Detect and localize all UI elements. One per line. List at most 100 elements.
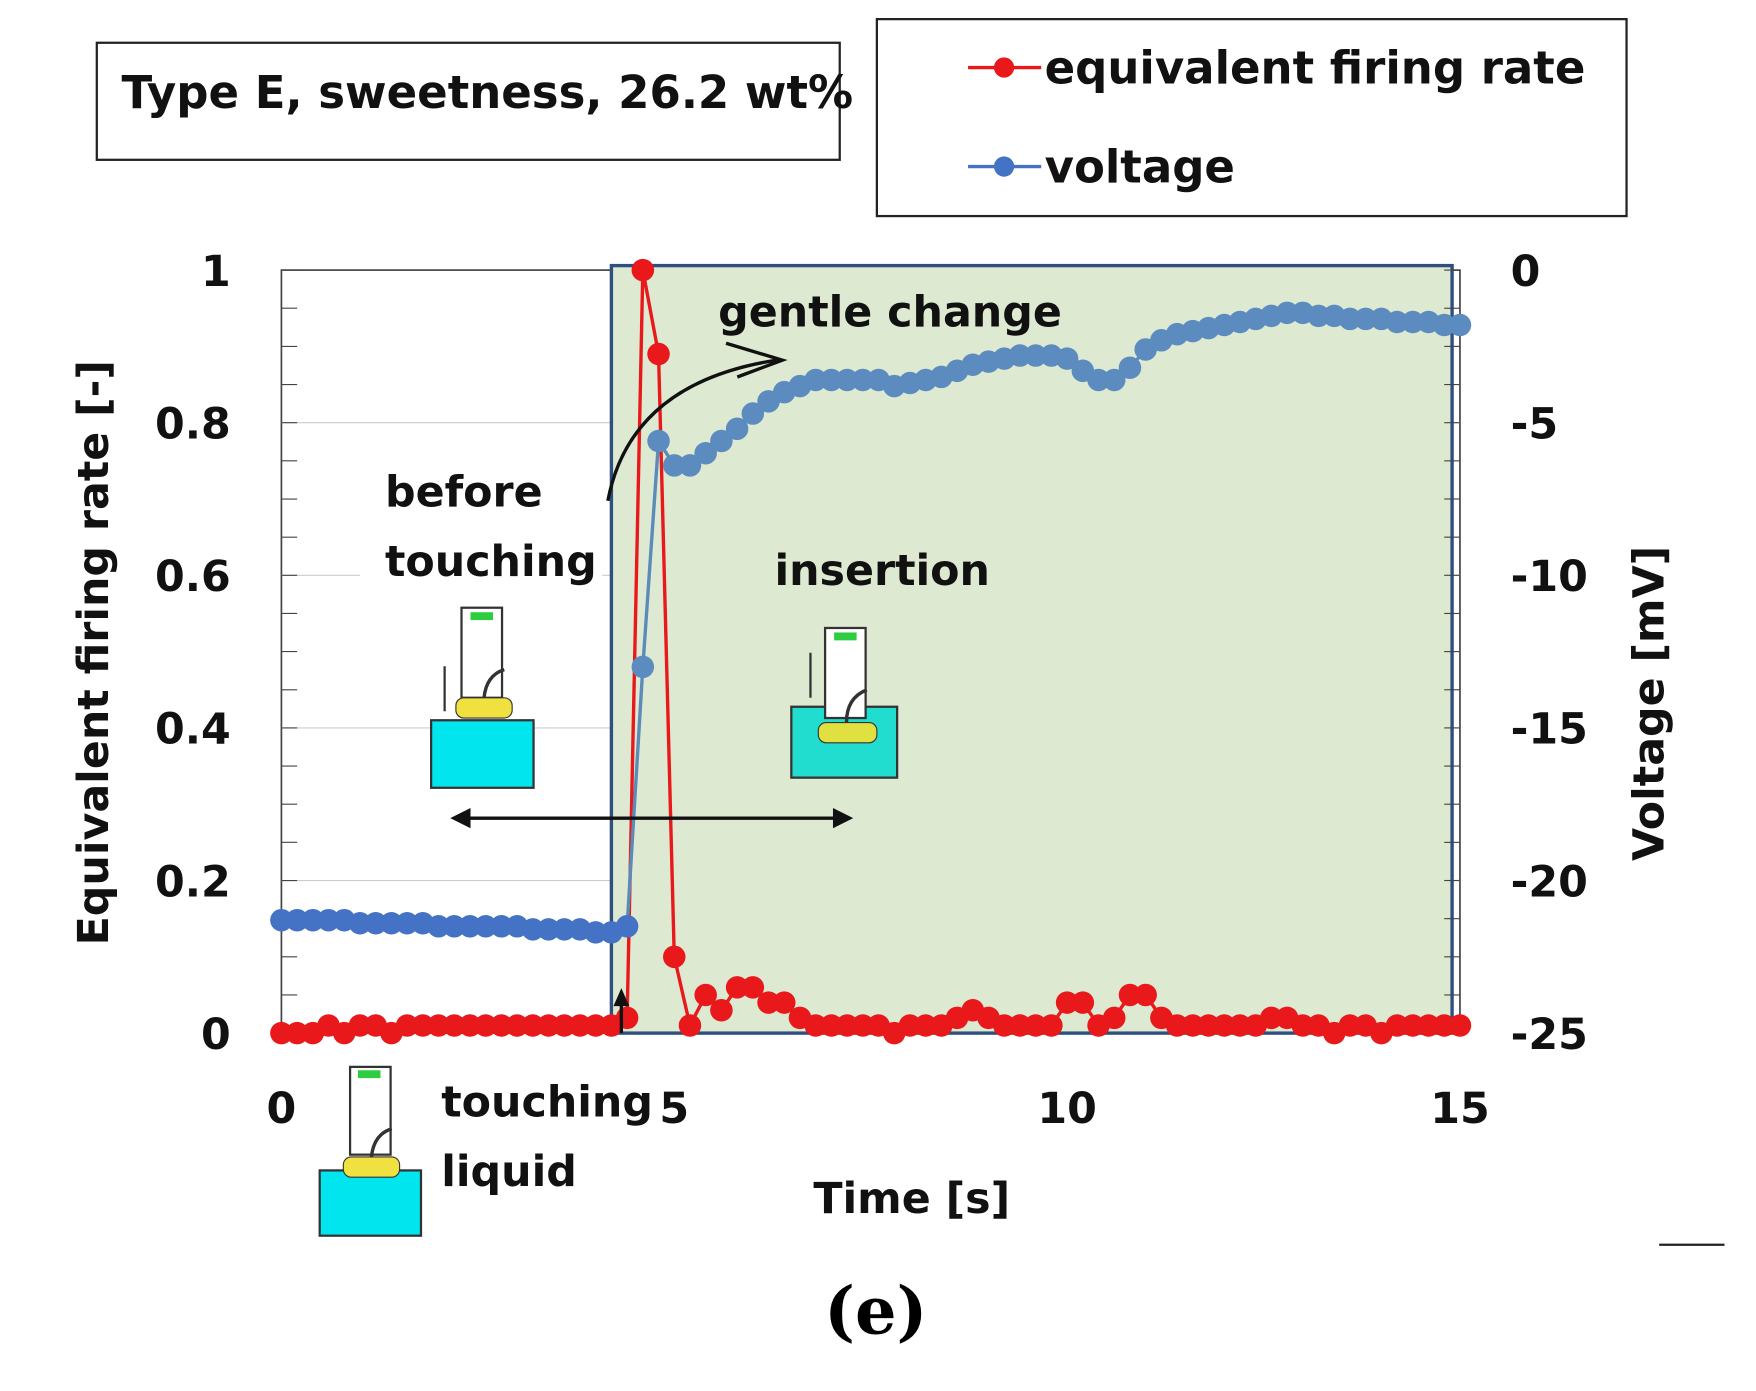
firing-rate-point <box>741 976 765 999</box>
y-left-tick-label: 0.4 <box>155 705 231 755</box>
firing-rate-point <box>1212 1014 1236 1037</box>
chart-title: Type E, sweetness, 26.2 wt% <box>122 66 854 119</box>
voltage-point <box>741 402 765 425</box>
firing-rate-point <box>1134 983 1157 1007</box>
voltage-point <box>490 915 513 938</box>
voltage-point <box>521 918 545 941</box>
voltage-point <box>1385 310 1409 334</box>
y-left-axis-label: Equivalent firing rate [-] <box>69 360 119 945</box>
x-tick-label: 0 <box>267 1084 297 1134</box>
voltage-point <box>804 368 827 392</box>
firing-rate-point <box>1118 983 1142 1007</box>
y-right-tick-label: -20 <box>1511 857 1588 907</box>
gentle-change-arrowhead <box>725 341 788 379</box>
firing-rate-point <box>1102 1006 1126 1030</box>
firing-rate-point <box>1228 1014 1252 1037</box>
voltage-point <box>458 915 482 938</box>
annotation-touching-bottom: touching <box>441 1077 653 1127</box>
voltage-point <box>835 368 859 392</box>
voltage-point <box>678 454 702 477</box>
firing-rate-point <box>1432 1014 1456 1037</box>
y-right-axis-label: Voltage [mV] <box>1625 546 1675 861</box>
firing-rate-point <box>663 945 686 969</box>
voltage-point <box>1102 368 1126 392</box>
firing-rate-point <box>725 976 749 999</box>
firing-rate-point <box>395 1014 419 1037</box>
firing-rate-point <box>1181 1014 1205 1037</box>
x-axis-label: Time [s] <box>813 1174 1010 1224</box>
voltage-point <box>1118 356 1142 380</box>
voltage-point <box>584 921 607 944</box>
voltage-point <box>820 368 843 392</box>
firing-rate-point <box>1260 1006 1283 1030</box>
firing-rate-point <box>443 1014 466 1037</box>
firing-rate-point <box>458 1014 482 1037</box>
voltage-point <box>1055 347 1079 370</box>
voltage-point <box>474 915 497 938</box>
voltage-point <box>380 911 403 935</box>
voltage-point <box>1354 307 1377 331</box>
firing-rate-point <box>553 1014 576 1037</box>
voltage-point <box>694 441 717 465</box>
firing-rate-point <box>1165 1014 1189 1037</box>
firing-rate-point <box>348 1014 372 1037</box>
firing-rate-point <box>678 1014 702 1037</box>
y-right-tick-label: -25 <box>1511 1010 1588 1060</box>
firing-rate-point <box>1291 1014 1315 1037</box>
voltage-point <box>427 915 450 938</box>
sensor-before-icon <box>429 606 535 789</box>
annotation-before: before <box>385 467 543 517</box>
firing-rate-point <box>474 1014 497 1037</box>
voltage-point <box>1401 310 1425 334</box>
voltage-point <box>395 911 419 935</box>
x-tick-label: 15 <box>1430 1084 1490 1134</box>
firing-rate-point <box>820 1014 843 1037</box>
firing-rate-point <box>647 342 670 366</box>
firing-rate-point <box>1197 1014 1220 1037</box>
voltage-point <box>1307 304 1330 328</box>
voltage-point <box>647 429 670 453</box>
firing-rate-point <box>710 998 733 1022</box>
y-right-tick-label: -15 <box>1511 705 1588 755</box>
firing-rate-point <box>584 1014 607 1037</box>
voltage-point <box>364 911 387 935</box>
y-right-tick-label: -5 <box>1511 399 1559 449</box>
annotation-touching: touching <box>385 537 597 587</box>
voltage-point <box>270 908 293 932</box>
legend-item-firing: equivalent firing rate <box>968 41 1585 94</box>
voltage-point <box>348 911 372 935</box>
voltage-point <box>1087 368 1110 392</box>
firing-rate-point <box>270 1021 293 1045</box>
y-left-tick-label: 1 <box>201 247 231 297</box>
firing-rate-point <box>411 1014 435 1037</box>
gentle-change-arrow <box>606 358 777 502</box>
voltage-point <box>1448 313 1472 337</box>
firing-rate-point <box>427 1014 450 1037</box>
y-left-tick-label: 0 <box>201 1010 231 1060</box>
annotation-gentle-change: gentle change <box>718 287 1062 337</box>
firing-rate-point <box>521 1014 545 1037</box>
firing-rate-point <box>1338 1014 1362 1037</box>
firing-rate-point <box>804 1014 827 1037</box>
firing-rate-point <box>773 991 796 1014</box>
firing-rate-point <box>1008 1014 1032 1037</box>
annotation-insertion: insertion <box>774 546 990 596</box>
firing-rate-point <box>537 1014 560 1037</box>
firing-rate-point <box>631 258 655 282</box>
legend-box <box>875 18 1628 218</box>
insertion-region <box>609 263 1454 1035</box>
voltage-point <box>615 915 639 938</box>
firing-rate-point <box>285 1021 309 1045</box>
firing-rate-point <box>1071 991 1095 1014</box>
firing-rate-point <box>1040 1014 1063 1037</box>
title-box <box>95 41 841 161</box>
firing-rate-point <box>1055 991 1079 1014</box>
voltage-point <box>285 908 309 932</box>
firing-rate-point <box>694 983 717 1007</box>
voltage-point <box>317 908 340 932</box>
voltage-point <box>663 454 686 477</box>
sensor-insertion-icon <box>790 626 899 779</box>
firing-rate-point <box>505 1014 529 1037</box>
firing-rate-point <box>992 1014 1016 1037</box>
